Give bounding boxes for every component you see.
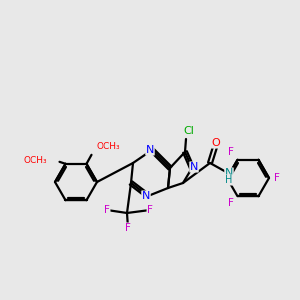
Text: F: F: [228, 198, 233, 208]
Text: N: N: [225, 168, 233, 178]
Text: N: N: [142, 191, 150, 201]
Text: H: H: [225, 175, 233, 185]
Text: F: F: [104, 205, 110, 215]
Text: O: O: [212, 138, 220, 148]
Text: F: F: [228, 147, 233, 157]
Text: OCH₃: OCH₃: [97, 142, 120, 151]
Text: Cl: Cl: [184, 126, 194, 136]
Text: F: F: [274, 173, 280, 183]
Text: OCH₃: OCH₃: [24, 156, 47, 165]
Text: F: F: [147, 205, 153, 215]
Text: N: N: [190, 162, 198, 172]
Text: F: F: [125, 223, 131, 233]
Text: N: N: [146, 145, 154, 155]
